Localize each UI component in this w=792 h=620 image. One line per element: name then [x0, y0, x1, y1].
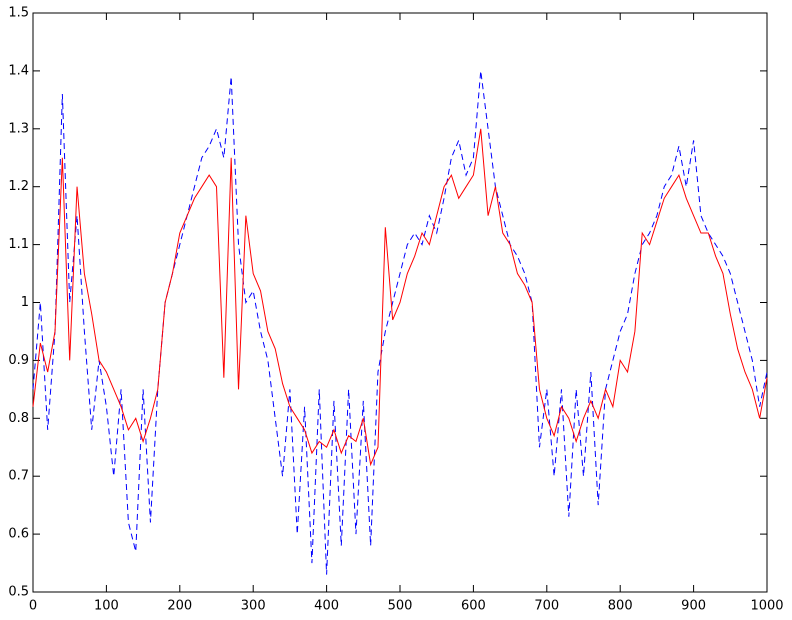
y-tick-label: 0.6	[8, 527, 29, 542]
series-line	[32, 128, 768, 467]
y-tick-label: 0.5	[8, 585, 29, 600]
x-tick-label: 700	[534, 599, 559, 614]
y-tick-label: 0.9	[8, 353, 29, 368]
x-tick-label: 0	[29, 599, 37, 614]
y-tick-label: 1	[21, 295, 29, 310]
y-tick-label: 0.8	[8, 411, 29, 426]
x-tick-label: 400	[314, 599, 339, 614]
x-tick-label: 500	[388, 599, 413, 614]
series-line	[32, 70, 768, 575]
x-tick-label: 1000	[750, 599, 783, 614]
x-tick-label: 900	[681, 599, 706, 614]
x-tick-label: 600	[461, 599, 486, 614]
x-tick-label: 300	[241, 599, 266, 614]
x-tick-label: 200	[167, 599, 192, 614]
y-tick-label: 1.3	[8, 121, 29, 136]
y-tick-label: 1.2	[8, 179, 29, 194]
y-tick-label: 1.1	[8, 237, 29, 252]
y-tick-label: 1.5	[8, 6, 29, 21]
y-tick-label: 1.4	[8, 63, 29, 78]
x-tick-label: 800	[608, 599, 633, 614]
x-tick-label: 100	[94, 599, 119, 614]
y-tick-label: 0.7	[8, 469, 29, 484]
